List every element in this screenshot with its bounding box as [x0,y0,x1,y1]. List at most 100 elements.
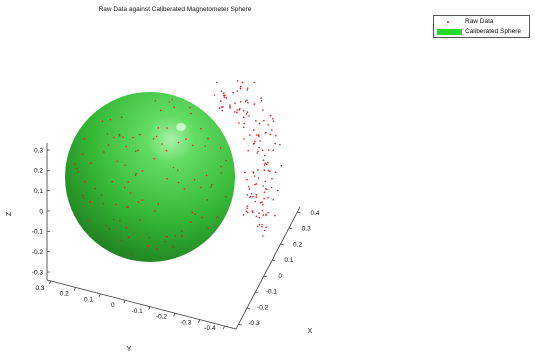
raw-data-point [259,202,262,204]
raw-data-point [280,165,283,167]
raw-data-point [206,199,209,201]
raw-data-point [161,143,163,145]
raw-data-point [125,226,128,229]
y-tick-mark [48,280,52,285]
raw-data-point [234,111,236,113]
raw-data-point [245,210,248,213]
raw-data-point [248,115,250,117]
raw-data-point [205,174,208,177]
raw-data-point [219,147,222,149]
raw-data-point [252,171,255,173]
raw-data-point [176,169,179,172]
raw-data-point [220,165,222,168]
raw-data-point [223,92,225,94]
raw-data-point [246,194,249,196]
raw-data-point [267,161,269,164]
raw-data-point [265,163,268,165]
x-tick-label: -0.3 [248,320,260,327]
raw-data-point [264,180,267,183]
raw-data-point [265,131,267,134]
raw-data-point [210,183,213,186]
raw-data-point [249,195,252,198]
raw-data-point [242,126,245,128]
raw-data-point [262,109,264,111]
raw-data-point [183,188,186,190]
raw-data-point [166,177,168,180]
raw-data-point [134,150,137,152]
legend-marker-calibrated-sphere [437,29,462,35]
raw-data-point [232,91,235,94]
raw-data-point [253,129,255,131]
raw-data-point [238,109,240,111]
x-tick-label: -0.2 [257,304,269,311]
legend-entry-raw-data: Raw Data [434,17,529,27]
raw-data-point [154,100,157,102]
raw-data-point [250,193,253,195]
raw-data-point [223,96,226,99]
y-tick-label: -0.3 [180,319,192,326]
raw-data-point [109,118,112,121]
raw-data-point [166,127,168,129]
legend-entry-calibrated-sphere: Caliberated Sphere [434,27,529,37]
x-tick-mark [238,323,242,326]
raw-data-point [222,106,224,108]
raw-data-point [239,87,242,90]
z-axis-ticks: 0.3 0.2 0.1 0 -0.1 -0.2 -0.3 [32,147,50,276]
raw-data-point [220,100,222,102]
raw-data-point [262,203,264,206]
raw-data-point [236,80,239,82]
raw-data-point [101,120,104,122]
raw-data-point [242,214,245,216]
raw-data-point [120,116,123,118]
raw-data-point [141,170,144,172]
raw-data-point [220,90,223,92]
y-tick-mark [148,306,151,310]
raw-data-point [244,100,247,103]
x-tick-label: 0.2 [293,241,302,248]
raw-data-point [177,141,180,144]
raw-data-point [251,210,253,212]
raw-data-point [255,194,258,196]
raw-data-point [82,194,84,197]
raw-data-point [255,120,257,122]
raw-data-point [180,230,183,232]
raw-data-point [210,186,212,188]
raw-data-point [269,170,271,172]
raw-data-point [263,197,265,200]
raw-data-point [271,129,273,131]
raw-data-point [263,229,266,232]
raw-data-point [190,112,192,115]
raw-data-point [257,177,260,179]
y-tick-label: 0.1 [84,296,93,303]
legend-label-raw-data: Raw Data [465,18,494,25]
raw-data-point [260,97,263,99]
raw-data-point [127,236,130,239]
raw-data-point [256,152,259,154]
raw-data-point [115,203,117,206]
x-tick-mark [255,291,259,294]
raw-data-point [267,124,270,126]
raw-data-point [265,187,267,190]
raw-data-point [193,178,196,181]
raw-data-point [129,192,132,194]
raw-data-point [248,188,251,190]
raw-data-point [100,194,103,196]
raw-data-point [200,186,202,189]
y-tick-mark [98,293,101,298]
raw-data-point [122,136,124,138]
raw-data-point [269,133,272,136]
y-tick-label: -0.4 [204,325,216,332]
y-tick-label: 0.2 [60,291,69,298]
raw-data-point [257,134,260,136]
raw-data-point [127,206,129,208]
z-tick-label: -0.2 [32,249,44,256]
raw-data-point [225,159,227,162]
raw-data-point [261,149,264,152]
raw-data-point [253,140,256,143]
raw-data-point [252,195,254,198]
y-axis-line [46,279,237,330]
raw-data-point [272,149,275,151]
raw-data-point [272,199,275,201]
raw-data-point [263,164,266,166]
legend-label-calibrated-sphere: Caliberated Sphere [465,28,522,35]
